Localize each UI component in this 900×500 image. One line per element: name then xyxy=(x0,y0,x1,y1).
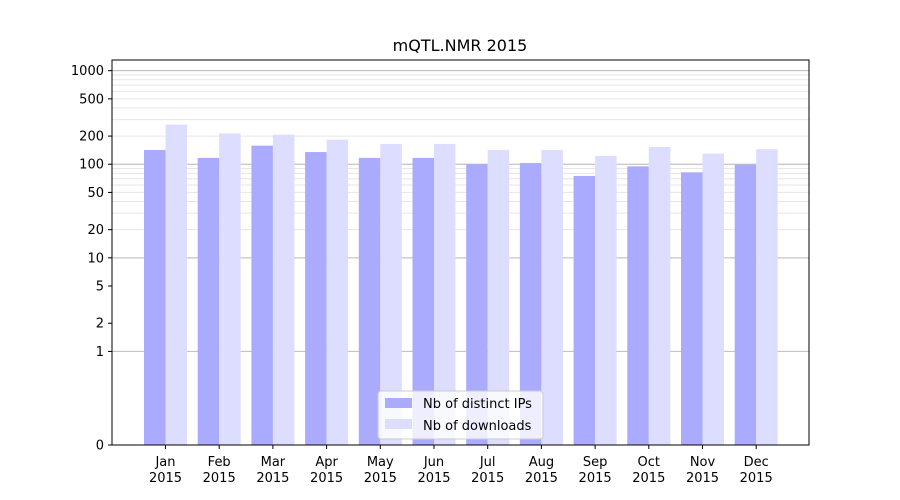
x-tick-label-month: Dec xyxy=(744,455,769,470)
x-tick-label-year: 2015 xyxy=(740,471,773,486)
bar-distinct-ips-sep xyxy=(573,175,596,445)
bar-downloads-sep xyxy=(595,155,617,445)
bar-distinct-ips-oct xyxy=(627,166,649,445)
bar-distinct-ips-dec xyxy=(734,164,757,445)
x-tick-label-month: Nov xyxy=(690,455,716,470)
bars xyxy=(144,124,778,446)
legend-swatch-downloads xyxy=(385,419,412,429)
x-tick-label-year: 2015 xyxy=(579,471,612,486)
plot-area xyxy=(111,59,810,446)
x-tick-label-year: 2015 xyxy=(417,471,450,486)
x-tick-label-month: May xyxy=(367,455,394,470)
y-tick-label: 1000 xyxy=(71,64,104,79)
x-tick-label-month: Jan xyxy=(154,455,175,470)
x-tick-label-month: Mar xyxy=(261,455,286,470)
bar-distinct-ips-jun xyxy=(412,157,434,446)
x-tick-label-month: Sep xyxy=(583,455,608,470)
x-tick-label-year: 2015 xyxy=(310,471,343,486)
bar-distinct-ips-aug xyxy=(519,163,542,445)
x-tick-label-month: Oct xyxy=(638,455,660,470)
bar-downloads-apr xyxy=(326,139,349,445)
x-tick-label-year: 2015 xyxy=(256,471,289,486)
bar-distinct-ips-jan xyxy=(144,149,166,445)
legend-label-downloads: Nb of downloads xyxy=(423,419,532,434)
y-tick-label: 0 xyxy=(96,439,104,454)
x-tick-label-year: 2015 xyxy=(525,471,558,486)
bar-distinct-ips-nov xyxy=(681,172,703,446)
axes: Jan2015Feb2015Mar2015Apr2015May2015Jun20… xyxy=(71,64,773,486)
bar-distinct-ips-may xyxy=(358,157,381,446)
bar-downloads-jul xyxy=(487,149,510,445)
x-tick-label-month: Aug xyxy=(529,455,554,470)
y-tick-label: 500 xyxy=(79,92,104,107)
y-tick-label: 5 xyxy=(96,280,104,295)
x-tick-label-year: 2015 xyxy=(364,471,397,486)
bar-downloads-may xyxy=(380,143,402,445)
bar-downloads-jun xyxy=(434,143,456,445)
y-tick-label: 100 xyxy=(79,158,104,173)
y-tick-label: 50 xyxy=(87,186,104,201)
legend: Nb of distinct IPs Nb of downloads xyxy=(377,390,544,440)
x-tick-label-month: Jun xyxy=(423,455,444,470)
bar-distinct-ips-mar xyxy=(251,145,273,445)
legend-label-ips: Nb of distinct IPs xyxy=(423,397,532,412)
y-tick-label: 20 xyxy=(87,223,104,238)
bar-downloads-aug xyxy=(541,149,563,445)
x-tick-label-month: Feb xyxy=(208,455,231,470)
x-tick-label-year: 2015 xyxy=(471,471,504,486)
bar-distinct-ips-feb xyxy=(197,157,220,446)
bar-downloads-oct xyxy=(648,146,671,446)
legend-frame xyxy=(377,390,544,440)
x-tick-label-month: Apr xyxy=(315,455,338,470)
x-tick-label-year: 2015 xyxy=(686,471,719,486)
x-tick-label-month: Jul xyxy=(479,455,496,470)
y-tick-label: 2 xyxy=(96,317,104,332)
x-tick-label-year: 2015 xyxy=(149,471,182,486)
y-tick-label: 10 xyxy=(87,251,104,266)
legend-swatch-ips xyxy=(385,398,412,408)
y-tick-label: 1 xyxy=(96,345,104,360)
bar-downloads-feb xyxy=(219,133,241,445)
bar-distinct-ips-jul xyxy=(466,164,488,445)
x-tick-label-year: 2015 xyxy=(203,471,236,486)
bar-downloads-nov xyxy=(702,153,724,446)
x-tick-label-year: 2015 xyxy=(632,471,665,486)
bar-downloads-jan xyxy=(165,124,187,445)
y-tick-label: 200 xyxy=(79,130,104,145)
bar-distinct-ips-apr xyxy=(305,152,327,445)
chart-title: mQTL.NMR 2015 xyxy=(393,36,528,55)
bar-downloads-dec xyxy=(756,149,778,445)
bar-downloads-mar xyxy=(272,134,295,445)
